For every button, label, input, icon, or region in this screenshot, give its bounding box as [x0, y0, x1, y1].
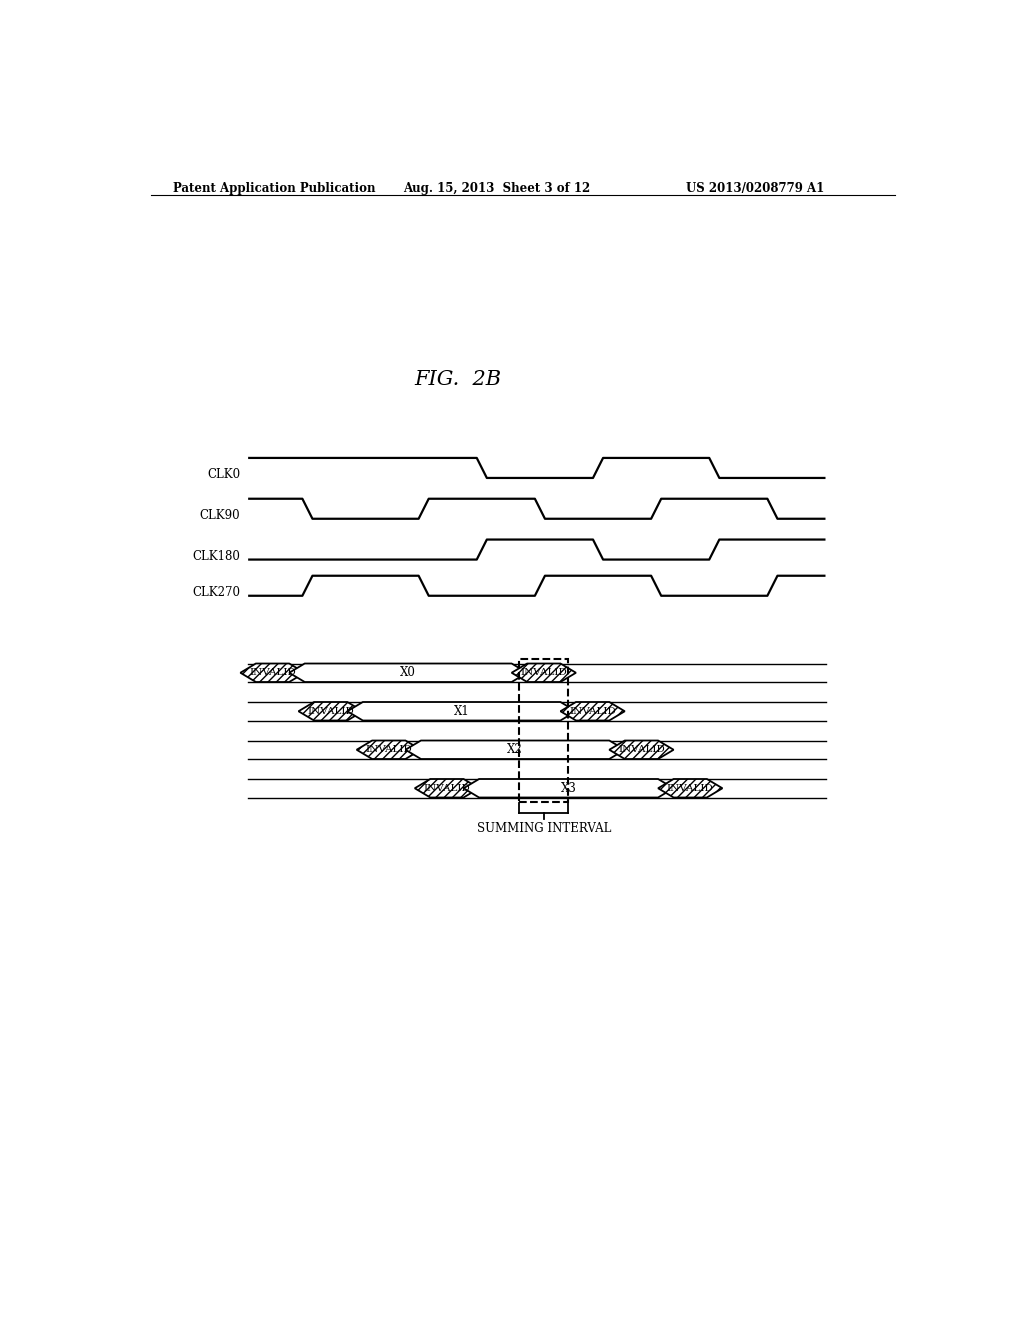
- Text: INVALID: INVALID: [667, 784, 714, 793]
- Text: CLK270: CLK270: [193, 586, 241, 599]
- Polygon shape: [289, 664, 527, 682]
- Polygon shape: [347, 702, 575, 721]
- Text: INVALID: INVALID: [520, 668, 567, 677]
- Text: US 2013/0208779 A1: US 2013/0208779 A1: [686, 182, 824, 194]
- Polygon shape: [415, 779, 479, 797]
- Text: Patent Application Publication: Patent Application Publication: [173, 182, 376, 194]
- Polygon shape: [512, 664, 575, 682]
- Text: INVALID: INVALID: [249, 668, 296, 677]
- Text: Aug. 15, 2013  Sheet 3 of 12: Aug. 15, 2013 Sheet 3 of 12: [403, 182, 591, 194]
- Text: X1: X1: [454, 705, 470, 718]
- Polygon shape: [609, 741, 674, 759]
- Text: CLK90: CLK90: [200, 510, 241, 523]
- Text: INVALID: INVALID: [424, 784, 470, 793]
- Polygon shape: [658, 779, 722, 797]
- Text: INVALID: INVALID: [569, 706, 616, 715]
- Polygon shape: [356, 741, 421, 759]
- Polygon shape: [464, 779, 674, 797]
- Bar: [519, 659, 568, 803]
- Text: X2: X2: [507, 743, 523, 756]
- Text: SUMMING INTERVAL: SUMMING INTERVAL: [476, 822, 611, 836]
- Text: FIG.  2B: FIG. 2B: [415, 370, 502, 389]
- Text: CLK0: CLK0: [207, 469, 241, 482]
- Text: X3: X3: [561, 781, 577, 795]
- Polygon shape: [241, 664, 305, 682]
- Text: INVALID: INVALID: [307, 706, 354, 715]
- Text: INVALID: INVALID: [366, 746, 413, 754]
- Polygon shape: [299, 702, 362, 721]
- Text: INVALID: INVALID: [618, 746, 665, 754]
- Text: X0: X0: [400, 667, 416, 680]
- Polygon shape: [406, 741, 625, 759]
- Polygon shape: [560, 702, 625, 721]
- Text: CLK180: CLK180: [193, 550, 241, 564]
